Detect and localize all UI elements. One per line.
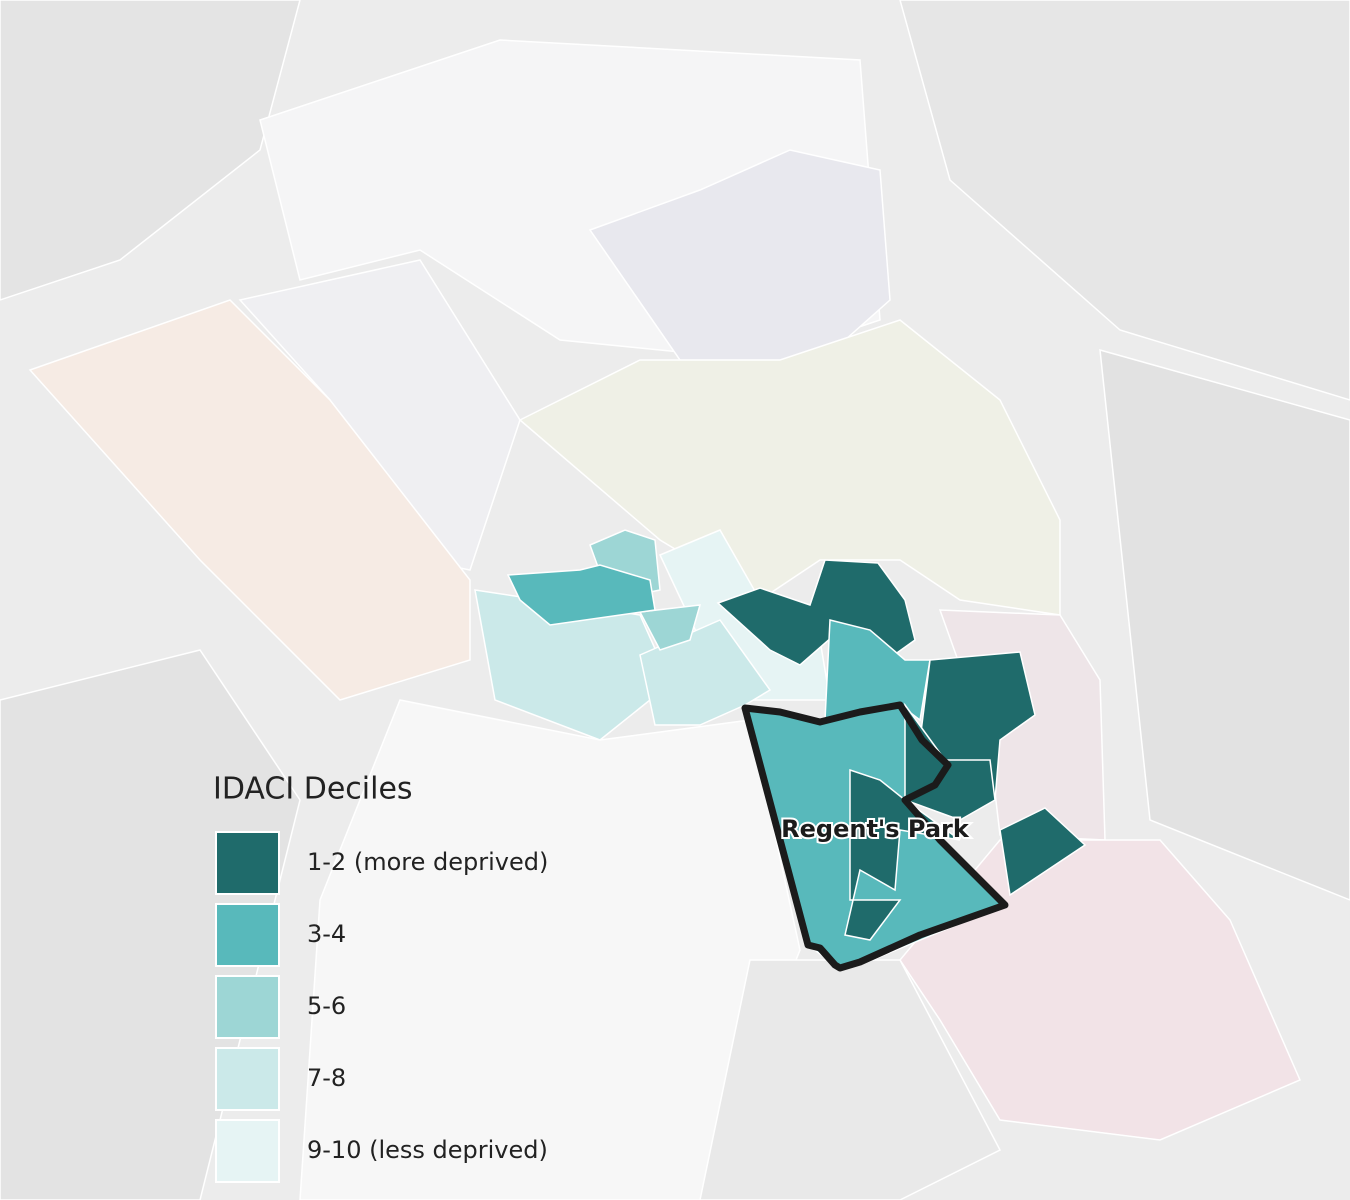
area xyxy=(899,839,1301,1141)
idaci-areas xyxy=(474,529,1087,966)
region xyxy=(999,807,1087,897)
legend-title: IDACI Deciles xyxy=(213,772,413,807)
region xyxy=(638,604,702,651)
legend-label: 9-10 (less deprived) xyxy=(307,1136,548,1164)
area xyxy=(0,0,301,301)
legend-swatch xyxy=(215,1047,280,1111)
area xyxy=(699,959,1002,1200)
legend-swatch xyxy=(215,1119,280,1183)
legend-label: 7-8 xyxy=(307,1064,346,1092)
area-outline xyxy=(741,701,1009,972)
area xyxy=(899,0,1350,401)
area xyxy=(28,299,471,701)
region xyxy=(844,768,961,941)
legend: 1-2 (more deprived) 3-4 5-6 7-8 9-10 (less d… xyxy=(215,831,548,1183)
legend-swatch xyxy=(215,831,280,895)
legend-swatch xyxy=(215,903,280,967)
legend-label: 5-6 xyxy=(307,992,346,1020)
legend-label: 1-2 (more deprived) xyxy=(307,848,548,876)
legend-swatch xyxy=(215,975,280,1039)
legend-label: 3-4 xyxy=(307,920,346,948)
area-label: Regent's Park xyxy=(781,815,970,843)
area xyxy=(1099,348,1350,901)
region xyxy=(506,564,656,626)
